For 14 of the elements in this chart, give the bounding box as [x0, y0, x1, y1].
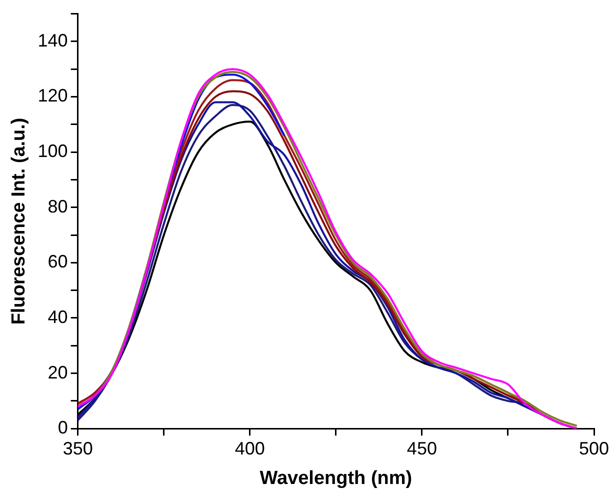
y-tick-label: 120 — [38, 86, 68, 106]
y-tick-label: 80 — [48, 196, 68, 216]
y-tick-label: 60 — [48, 252, 68, 272]
x-tick-label: 500 — [578, 438, 610, 458]
x-tick-label: 400 — [234, 438, 265, 458]
x-axis-title: Wavelength (nm) — [260, 468, 412, 489]
y-tick-label: 20 — [48, 362, 68, 382]
y-axis-title: Fluorescence Int. (a.u.) — [8, 118, 30, 325]
x-tick-label: 450 — [406, 438, 437, 458]
y-tick-label: 100 — [38, 141, 68, 162]
y-tick-label: 0 — [58, 418, 68, 438]
y-tick-label: 140 — [38, 30, 68, 50]
x-tick-label: 350 — [62, 438, 93, 458]
y-tick-label: 40 — [48, 306, 68, 327]
